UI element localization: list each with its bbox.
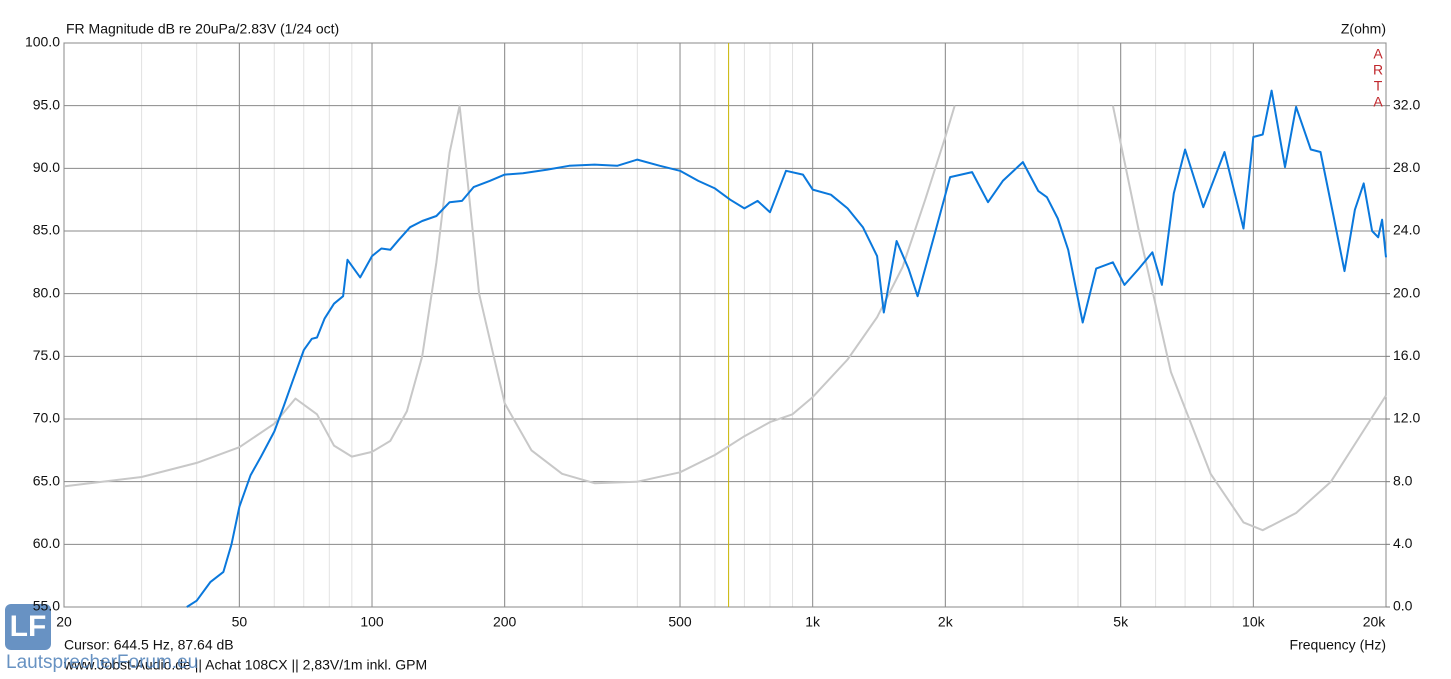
x-tick-label: 200 — [493, 614, 517, 630]
y-tick-label: 55.0 — [33, 598, 60, 614]
x-tick-label: 50 — [232, 614, 248, 630]
cursor-readout: Cursor: 644.5 Hz, 87.64 dB — [64, 637, 234, 653]
y-tick-label: 75.0 — [33, 347, 60, 363]
y-tick-label: 70.0 — [33, 410, 60, 426]
brand-letter: A — [1373, 94, 1383, 110]
y2-tick-label: 24.0 — [1393, 222, 1420, 238]
x-tick-label: 5k — [1113, 614, 1129, 630]
y2-tick-label: 32.0 — [1393, 96, 1420, 112]
chart-title: FR Magnitude dB re 20uPa/2.83V (1/24 oct… — [66, 21, 339, 37]
plot-area — [63, 42, 1387, 608]
y2-tick-label: 20.0 — [1393, 284, 1420, 300]
x-tick-label: 10k — [1242, 614, 1266, 630]
watermark: LautsprecherForum.eu — [6, 652, 198, 673]
brand-letter: A — [1373, 46, 1383, 62]
series-line — [186, 89, 1387, 608]
x-tick-label: 20k — [1363, 614, 1387, 630]
y-tick-label: 60.0 — [33, 535, 60, 551]
y2-tick-label: 8.0 — [1393, 472, 1413, 488]
x-tick-label: 500 — [668, 614, 692, 630]
y2-tick-label: 28.0 — [1393, 159, 1420, 175]
x-tick-label: 1k — [805, 614, 821, 630]
x-tick-label: 20 — [56, 614, 72, 630]
y2-axis-title: Z(ohm) — [1341, 21, 1386, 37]
y-tick-label: 90.0 — [33, 159, 60, 175]
footer: www.Jobst-Audio.de || Achat 108CX || 2,8… — [63, 657, 427, 673]
y-tick-label: 65.0 — [33, 472, 60, 488]
y2-tick-label: 0.0 — [1393, 598, 1413, 614]
x-axis-title: Frequency (Hz) — [1290, 637, 1386, 653]
logo: LF — [10, 610, 47, 643]
y-tick-label: 85.0 — [33, 222, 60, 238]
y2-tick-label: 12.0 — [1393, 410, 1420, 426]
y-tick-label: 80.0 — [33, 284, 60, 300]
brand-letter: R — [1373, 62, 1383, 78]
x-tick-label: 2k — [938, 614, 954, 630]
logo-box — [5, 604, 51, 650]
y2-tick-label: 16.0 — [1393, 347, 1420, 363]
series-line — [63, 104, 1387, 532]
brand-letter: T — [1374, 78, 1383, 94]
y-tick-label: 100.0 — [25, 34, 60, 50]
y-tick-label: 95.0 — [33, 96, 60, 112]
y2-tick-label: 4.0 — [1393, 535, 1413, 551]
x-tick-label: 100 — [360, 614, 384, 630]
